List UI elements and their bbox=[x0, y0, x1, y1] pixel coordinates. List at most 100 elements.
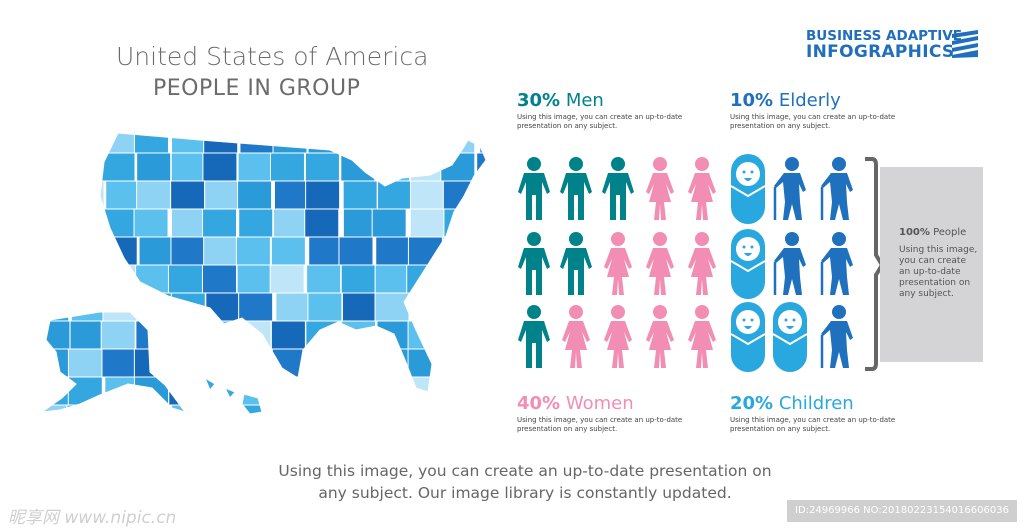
state-shape bbox=[135, 320, 171, 350]
state-shape bbox=[475, 180, 486, 210]
us-map bbox=[41, 132, 487, 415]
state-shape bbox=[411, 133, 447, 154]
state-shape bbox=[474, 348, 486, 378]
state-shape bbox=[171, 404, 207, 414]
state-shape bbox=[476, 292, 486, 322]
legend-elderly: 10% Elderly Using this image, you can cr… bbox=[730, 90, 910, 131]
state-shape bbox=[202, 152, 238, 182]
state-shape bbox=[100, 320, 136, 350]
state-shape bbox=[202, 404, 238, 414]
state-shape bbox=[203, 133, 239, 154]
state-shape bbox=[304, 348, 340, 378]
state-shape bbox=[340, 404, 376, 414]
state-shape bbox=[105, 180, 141, 210]
woman-icon bbox=[688, 305, 716, 368]
state-shape bbox=[338, 236, 374, 266]
state-shape bbox=[306, 264, 342, 294]
total-box: 100% People Using this image, you can cr… bbox=[880, 167, 983, 362]
state-shape bbox=[102, 133, 138, 154]
state-shape bbox=[42, 376, 72, 406]
state-shape bbox=[238, 292, 274, 322]
state-shape bbox=[475, 404, 486, 414]
footer-text: Using this image, you can create an up-t… bbox=[240, 460, 810, 504]
man-icon bbox=[518, 232, 550, 295]
state-shape bbox=[273, 208, 309, 238]
state-shape bbox=[340, 264, 376, 294]
state-shape bbox=[202, 208, 238, 238]
elderly-percent: 10% bbox=[730, 90, 774, 111]
state-shape bbox=[42, 133, 70, 154]
state-shape bbox=[201, 320, 237, 350]
total-description: Using this image, you can create an up-t… bbox=[899, 245, 978, 299]
state-shape bbox=[305, 180, 341, 210]
state-shape bbox=[271, 376, 307, 406]
state-shape bbox=[101, 348, 137, 378]
state-shape bbox=[342, 348, 378, 378]
state-shape bbox=[269, 152, 305, 182]
footer-line2: any subject. Our image library is consta… bbox=[318, 484, 732, 502]
watermark: 昵享网 www.nipic.cn bbox=[8, 508, 177, 528]
state-shape bbox=[474, 320, 486, 350]
state-shape bbox=[235, 236, 271, 266]
elderly-person-icon bbox=[820, 157, 853, 220]
state-shape bbox=[410, 292, 446, 322]
logo-line1: BUSINESS ADAPTIVE bbox=[806, 28, 962, 44]
state-shape bbox=[205, 292, 241, 322]
state-shape bbox=[407, 236, 443, 266]
state-shape bbox=[69, 208, 105, 238]
state-shape bbox=[167, 264, 203, 294]
woman-icon bbox=[562, 305, 590, 368]
men-percent: 30% bbox=[517, 90, 561, 111]
women-percent: 40% bbox=[517, 393, 561, 414]
state-shape bbox=[67, 376, 103, 406]
state-shape bbox=[69, 152, 105, 182]
children-percent: 20% bbox=[730, 393, 774, 414]
state-shape bbox=[308, 236, 344, 266]
state-shape bbox=[102, 292, 138, 322]
state-shape bbox=[442, 236, 478, 266]
state-shape bbox=[42, 320, 71, 350]
state-shape bbox=[134, 376, 170, 406]
logo-line2: INFOGRAPHICS bbox=[806, 42, 955, 62]
state-shape bbox=[136, 152, 172, 182]
state-shape bbox=[304, 152, 340, 182]
state-shape bbox=[442, 180, 478, 210]
state-shape bbox=[101, 208, 137, 238]
elderly-person-icon bbox=[820, 232, 853, 295]
women-description: Using this image, you can create an up-t… bbox=[517, 416, 683, 433]
state-shape bbox=[273, 180, 309, 210]
footer-line1: Using this image, you can create an up-t… bbox=[278, 462, 772, 480]
elderly-person-icon bbox=[773, 157, 806, 220]
state-shape bbox=[170, 152, 206, 182]
state-shape bbox=[170, 292, 206, 322]
state-shape bbox=[103, 264, 139, 294]
state-shape bbox=[340, 133, 376, 154]
state-shape bbox=[42, 348, 70, 378]
total-heading: 100% People bbox=[899, 227, 966, 238]
state-shape bbox=[409, 180, 445, 210]
state-shape bbox=[444, 320, 480, 350]
state-shape bbox=[236, 264, 272, 294]
state-shape bbox=[374, 292, 410, 322]
state-shape bbox=[136, 404, 172, 414]
state-shape bbox=[237, 404, 273, 414]
state-shape bbox=[270, 320, 306, 350]
state-shape bbox=[476, 152, 486, 182]
state-shape bbox=[42, 180, 67, 210]
state-shape bbox=[236, 320, 272, 350]
state-shape bbox=[206, 348, 242, 378]
state-shape bbox=[237, 348, 273, 378]
state-shape bbox=[204, 180, 240, 210]
state-shape bbox=[443, 208, 479, 238]
man-icon bbox=[560, 232, 592, 295]
state-shape bbox=[377, 180, 413, 210]
state-shape bbox=[170, 236, 206, 266]
state-shape bbox=[170, 348, 206, 378]
woman-icon bbox=[646, 157, 674, 220]
state-shape bbox=[445, 376, 481, 406]
state-shape bbox=[275, 292, 311, 322]
state-shape bbox=[274, 404, 310, 414]
logo-stripes-icon bbox=[952, 30, 978, 58]
state-shape bbox=[341, 320, 377, 350]
state-shape bbox=[67, 264, 103, 294]
